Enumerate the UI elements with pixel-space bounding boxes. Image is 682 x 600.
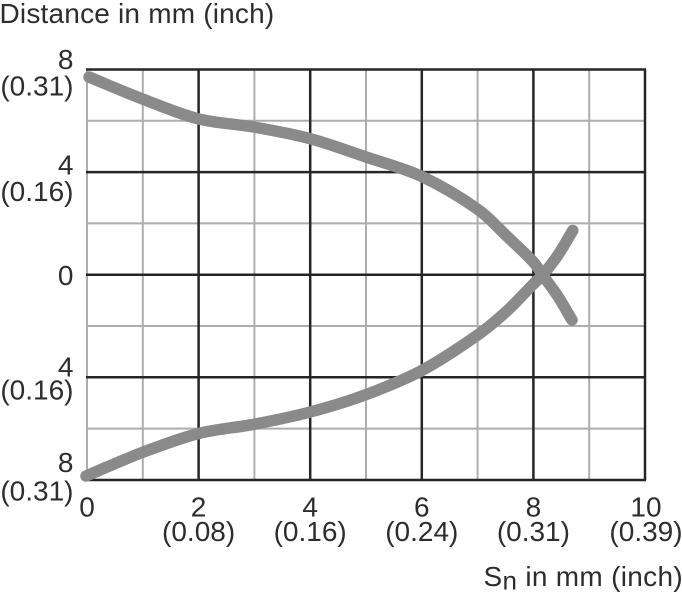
svg-text:(0.16): (0.16): [0, 374, 73, 405]
svg-text:(0.31): (0.31): [0, 475, 73, 506]
svg-text:(0.16): (0.16): [274, 516, 347, 547]
svg-text:8: 8: [526, 492, 542, 523]
svg-text:10: 10: [630, 492, 661, 523]
svg-text:6: 6: [414, 492, 430, 523]
svg-text:8: 8: [58, 44, 74, 75]
svg-text:(0.31): (0.31): [0, 71, 73, 102]
svg-text:(0.08): (0.08): [162, 516, 235, 547]
svg-text:4: 4: [58, 149, 74, 180]
svg-text:Sn in mm (inch): Sn in mm (inch): [484, 561, 682, 596]
svg-text:Distance in mm (inch): Distance in mm (inch): [0, 0, 274, 29]
svg-text:(0.39): (0.39): [609, 516, 682, 547]
svg-text:8: 8: [58, 447, 74, 478]
svg-text:(0.16): (0.16): [0, 176, 73, 207]
svg-text:(0.24): (0.24): [385, 516, 458, 547]
svg-text:2: 2: [191, 492, 207, 523]
svg-text:4: 4: [58, 352, 74, 383]
svg-text:0: 0: [58, 260, 74, 291]
svg-text:0: 0: [79, 492, 95, 523]
svg-text:4: 4: [302, 492, 318, 523]
svg-text:(0.31): (0.31): [497, 516, 570, 547]
